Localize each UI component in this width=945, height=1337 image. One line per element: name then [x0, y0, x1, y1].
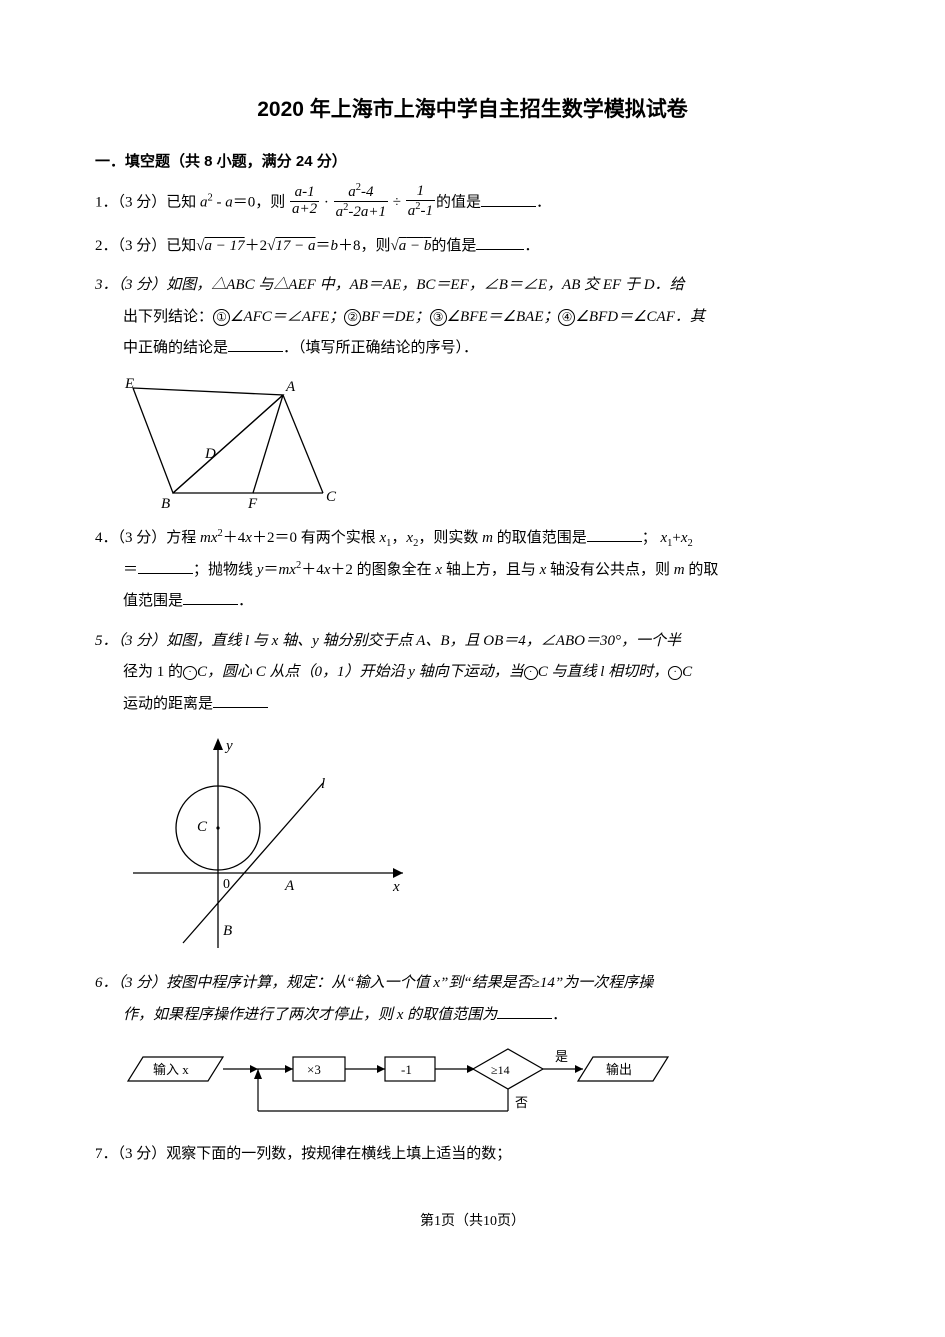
frac-2: a2-4a2-2a+1 [334, 182, 388, 221]
question-6: 6．（3 分）按图中程序计算，规定：从“输入一个值 x”到“结果是否≥14”为一… [95, 968, 850, 1031]
page-footer: 第1页（共10页） [95, 1209, 850, 1236]
q2-prefix: 2．（3 分）已知 [95, 238, 196, 254]
svg-text:C: C [197, 819, 208, 835]
q1-prefix: 1．（3 分）已知 [95, 195, 200, 211]
svg-text:D: D [204, 446, 216, 462]
q4-l1b: ＋4 [223, 530, 246, 546]
q6-l1: 6．（3 分）按图中程序计算，规定：从“输入一个值 x”到“结果是否≥14”为一… [95, 975, 653, 991]
q7-l1: 7．（3 分）观察下面的一列数，按规律在横线上填上适当的数； [95, 1146, 511, 1162]
q4-l1g: ； [642, 530, 657, 546]
q2-mid3: ＋8，则 [338, 238, 391, 254]
svg-text:-1: -1 [401, 1062, 412, 1077]
blank-q5 [213, 691, 268, 708]
blank-q2 [476, 233, 524, 250]
q3-l2a: 出下列结论： [123, 309, 213, 325]
svg-text:A: A [284, 878, 295, 894]
q4-l2c: ＝ [263, 562, 278, 578]
q4-l1f: 的取值范围是 [493, 530, 587, 546]
svg-text:B: B [161, 496, 170, 512]
figure-q5: y l C x 0 A B [123, 728, 850, 958]
q4-l3a: 值范围是 [123, 593, 183, 609]
q5-l3a: 运动的距离是 [123, 696, 213, 712]
q3-l2d: ∠BFE＝∠BAE； [447, 309, 559, 325]
svg-text:是: 是 [555, 1049, 568, 1064]
svg-text:输出: 输出 [606, 1062, 632, 1077]
q4-l2b: ；抛物线 [193, 562, 257, 578]
q4-l2d: ＋4 [301, 562, 324, 578]
q3-l2c: BF＝DE； [361, 309, 429, 325]
svg-text:l: l [321, 776, 325, 792]
q1-suffix: 的值是 [436, 195, 481, 211]
svg-text:0: 0 [223, 877, 230, 892]
blank-q4c [183, 589, 238, 606]
question-1: 1．（3 分）已知 a2 - a＝0，则 a-1a+2 · a2-4a2-2a+… [95, 184, 850, 223]
circled-2: ② [344, 309, 361, 326]
svg-text:E: E [124, 376, 134, 392]
q5-l2d: C [682, 664, 692, 680]
q2-mid1: ＋2 [245, 238, 268, 254]
figure-q3: E A D B F C [123, 373, 850, 513]
question-3: 3．（3 分）如图，△ABC 与△AEF 中，AB＝AE，BC＝EF，∠B＝∠E… [95, 270, 850, 365]
svg-text:≥14: ≥14 [491, 1063, 510, 1077]
svg-text:B: B [223, 923, 232, 939]
q4-l3b: ． [238, 593, 253, 609]
svg-text:F: F [247, 496, 258, 512]
figure-q6: 输入 x ×3 -1 ≥14 是 输出 否 [123, 1039, 850, 1129]
q6-l2b: ． [552, 1007, 567, 1023]
svg-text:×3: ×3 [307, 1062, 321, 1077]
q4-l2a: ＝ [123, 562, 138, 578]
q2-punct: ． [524, 238, 539, 254]
q5-l2c: C 与直线 l 相切时， [538, 664, 668, 680]
page-title: 2020 年上海市上海中学自主招生数学模拟试卷 [95, 90, 850, 130]
q4-l2h: 的取 [685, 562, 719, 578]
question-4: 4．（3 分）方程 mx2＋4x＋2＝0 有两个实根 x1，x2，则实数 m 的… [95, 523, 850, 618]
q2-suffix: 的值是 [431, 238, 476, 254]
q3-l3: 中正确的结论是 [123, 340, 228, 356]
circled-3: ③ [430, 309, 447, 326]
blank-q4b [138, 557, 193, 574]
q3-line1: 3．（3 分）如图，△ABC 与△AEF 中，AB＝AE，BC＝EF，∠B＝∠E… [95, 277, 685, 293]
q5-l1: 5．（3 分）如图，直线 l 与 x 轴、y 轴分别交于点 A、B，且 OB＝4… [95, 633, 681, 649]
question-7: 7．（3 分）观察下面的一列数，按规律在横线上填上适当的数； [95, 1139, 850, 1171]
svg-text:否: 否 [515, 1095, 528, 1110]
q3-l2e: ∠BFD＝∠CAF．其 [575, 309, 704, 325]
q4-l2f: 轴上方，且与 [442, 562, 540, 578]
question-5: 5．（3 分）如图，直线 l 与 x 轴、y 轴分别交于点 A、B，且 OB＝4… [95, 626, 850, 721]
q4-l1c: ＋2＝0 有两个实根 [252, 530, 380, 546]
svg-text:x: x [392, 879, 400, 895]
q4-l1d: ， [391, 530, 406, 546]
blank-q4a [587, 525, 642, 542]
blank-q1 [481, 191, 536, 208]
q5-l2a: 径为 1 的 [123, 664, 183, 680]
q6-l2a: 作，如果程序操作进行了两次才停止，则 x 的取值范围为 [123, 1007, 497, 1023]
q2-mid2: ＝ [316, 238, 331, 254]
circled-1: ① [213, 309, 230, 326]
q4-l2e: ＋2 的图象全在 [330, 562, 435, 578]
q4-l2g: 轴没有公共点，则 [546, 562, 674, 578]
section-header: 一．填空题（共 8 小题，满分 24 分） [95, 148, 850, 177]
blank-q6 [497, 1002, 552, 1019]
svg-text:C: C [326, 489, 337, 505]
q4-l1a: 4．（3 分）方程 [95, 530, 200, 546]
q3-l3b: ．（填写所正确结论的序号）． [283, 340, 478, 356]
svg-text:输入 x: 输入 x [153, 1062, 189, 1077]
circled-4: ④ [558, 309, 575, 326]
svg-text:y: y [224, 738, 233, 754]
q1-punct: ． [536, 195, 551, 211]
question-2: 2．（3 分）已知√a − 17＋2√17 − a＝b＋8，则√a − b的值是… [95, 231, 850, 263]
q4-l1e: ，则实数 [418, 530, 482, 546]
q5-l2b: C，圆心 C 从点（0，1）开始沿 y 轴向下运动，当 [197, 664, 524, 680]
blank-q3 [228, 336, 283, 353]
q1-mid: ＝0，则 [233, 195, 286, 211]
frac-3: 1a2-1 [406, 184, 435, 220]
q3-l2b: ∠AFC＝∠AFE； [230, 309, 344, 325]
svg-text:A: A [285, 379, 296, 395]
frac-1: a-1a+2 [290, 185, 319, 218]
